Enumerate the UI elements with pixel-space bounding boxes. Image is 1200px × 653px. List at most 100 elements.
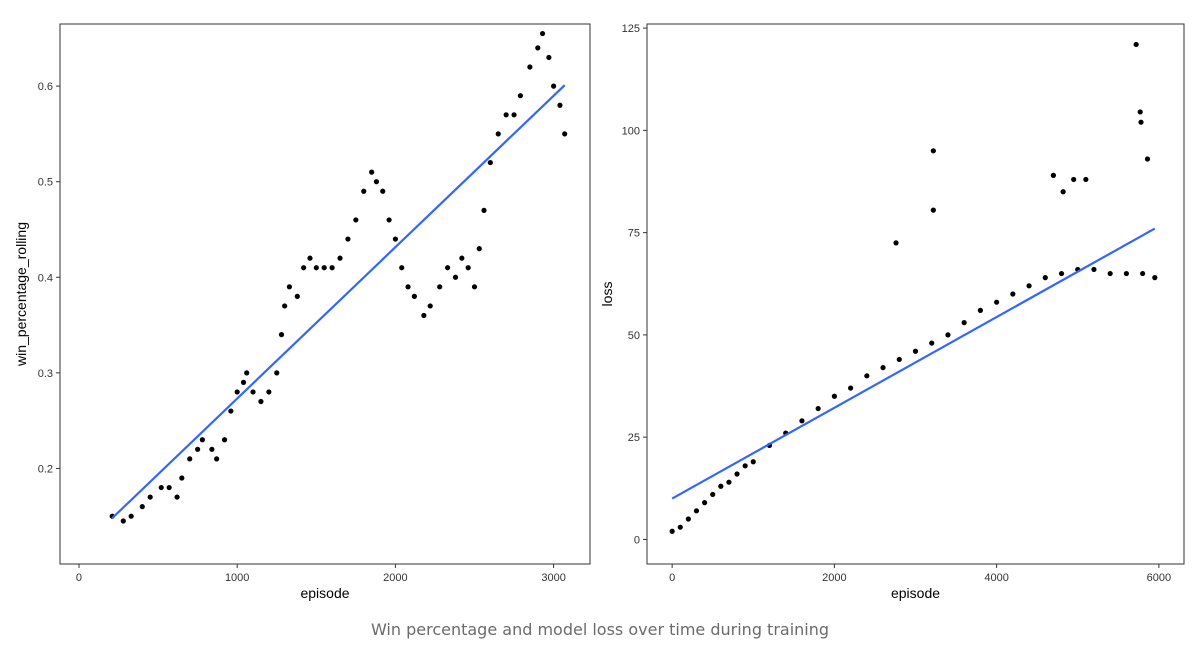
outlier-point <box>1138 119 1144 125</box>
data-point <box>380 188 386 194</box>
data-point <box>710 491 716 498</box>
data-point <box>1107 270 1113 277</box>
data-point <box>199 437 205 443</box>
chart-area: 0 1000 2000 30000.20.30.40.50.6episodewin_p… <box>13 23 1185 601</box>
outlier-point <box>1133 41 1139 48</box>
data-point <box>266 389 272 395</box>
data-point <box>392 236 399 242</box>
trend-line <box>111 84 566 519</box>
y-tick-label: 0.6 <box>38 81 53 93</box>
data-point <box>209 446 215 452</box>
data-point <box>187 456 193 462</box>
x-axis-title: episode <box>300 585 349 601</box>
data-point <box>386 217 392 223</box>
data-point <box>195 446 201 452</box>
data-point <box>353 217 359 223</box>
data-point <box>677 524 683 530</box>
x-tick-label: 2000 <box>822 572 846 584</box>
data-point <box>128 513 134 519</box>
data-point <box>369 169 375 175</box>
x-tick-label: 2000 <box>383 572 407 584</box>
y-tick-label: 0.5 <box>38 177 53 189</box>
data-point <box>880 365 886 371</box>
loss-panel: 0 2000 4000 6000 0 25 50 75 100 125 episode loss <box>599 23 1185 601</box>
data-point <box>750 459 756 465</box>
data-point <box>693 508 700 514</box>
x-tick-label: 6000 <box>1147 572 1171 584</box>
y-axis-title: win_percentage_rolling <box>13 222 29 367</box>
plot-panel-border <box>59 23 591 565</box>
x-tick-label: 1000 <box>225 572 249 584</box>
data-point <box>864 373 870 379</box>
data-point <box>286 284 293 290</box>
figure-caption: Win percentage and model loss over time … <box>370 620 830 639</box>
x-tick-label: 4000 <box>984 572 1008 584</box>
data-point <box>799 418 805 424</box>
data-point <box>961 320 967 326</box>
data-point <box>896 356 902 363</box>
data-point <box>701 500 708 506</box>
data-point <box>487 159 493 166</box>
y-tick-label: 100 <box>622 125 640 137</box>
y-tick-label: 75 <box>628 228 640 240</box>
data-point <box>329 265 335 271</box>
data-point <box>1140 270 1146 277</box>
x-tick-label: 0 <box>669 572 675 584</box>
data-point <box>282 303 288 309</box>
data-point <box>337 255 343 261</box>
data-point <box>179 475 185 481</box>
data-point <box>685 516 691 522</box>
y-tick-label: 50 <box>628 330 640 342</box>
data-point <box>546 54 552 61</box>
data-point <box>214 456 220 462</box>
outlier-point <box>1060 189 1066 195</box>
data-point <box>120 518 126 524</box>
data-point <box>551 83 557 89</box>
outlier-point <box>1083 176 1089 183</box>
data-point <box>240 379 247 386</box>
y-tick-label: 0.2 <box>38 463 53 475</box>
data-point <box>471 284 478 290</box>
data-point <box>977 307 983 313</box>
data-point <box>244 370 250 376</box>
data-point <box>994 299 1000 305</box>
data-point <box>495 131 501 137</box>
data-point <box>139 504 145 510</box>
data-point <box>421 312 427 319</box>
data-point <box>307 255 313 261</box>
data-point <box>1123 270 1130 277</box>
data-point <box>345 236 351 242</box>
data-point <box>294 293 300 299</box>
x-tick-label: 0 <box>76 572 82 584</box>
data-point <box>726 479 732 485</box>
data-point <box>1010 291 1016 297</box>
data-point <box>718 483 724 489</box>
data-point <box>465 265 471 271</box>
data-point <box>481 207 487 213</box>
y-tick-label: 0 <box>634 534 640 546</box>
data-point <box>476 246 482 252</box>
data-point <box>411 293 417 299</box>
data-point <box>557 102 563 108</box>
data-point <box>1042 275 1048 281</box>
data-point <box>511 112 517 118</box>
data-point <box>437 284 443 290</box>
data-point <box>166 484 172 491</box>
data-point <box>459 255 465 261</box>
outlier-point <box>893 240 899 246</box>
data-point <box>945 332 951 338</box>
data-point <box>912 348 919 354</box>
outlier-point <box>1071 176 1077 183</box>
y-tick-label: 0.3 <box>38 368 53 380</box>
data-point <box>228 408 234 414</box>
data-point <box>234 389 240 395</box>
win-rate-panel: 0 1000 2000 3000 0.2 0.3 0.4 0.5 0.6 episode win_p… <box>13 23 591 601</box>
data-point <box>1058 270 1065 277</box>
trend-line <box>671 227 1156 500</box>
data-point <box>562 131 568 137</box>
data-point <box>734 471 740 477</box>
data-point <box>445 265 451 271</box>
data-point <box>831 393 837 399</box>
data-point <box>221 437 228 443</box>
outlier-point <box>930 148 936 154</box>
